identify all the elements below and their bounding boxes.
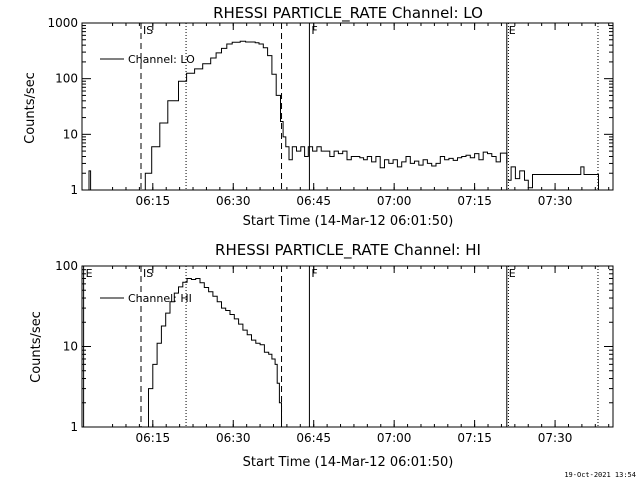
plot-frame [81,22,614,191]
y-tick-label: 1 [70,420,78,434]
x-tick-label: 06:30 [216,431,251,445]
x-tick-label: 06:45 [296,194,331,208]
event-marker-label: F [311,24,317,37]
x-axis-label: Start Time (14-Mar-12 06:01:50) [243,214,454,229]
panel-hi: RHESSI PARTICLE_RATE Channel: HI Start T… [29,241,614,470]
y-axis-label: Counts/sec [29,311,44,383]
y-tick-label: 1000 [47,16,78,30]
x-tick-label: 07:00 [377,194,412,208]
x-tick-label: 06:15 [136,194,171,208]
data-series-line [144,278,282,428]
x-axis-label: Start Time (14-Mar-12 06:01:50) [243,455,454,470]
x-tick-label: 07:15 [457,431,492,445]
panel-lo: RHESSI PARTICLE_RATE Channel: LO Start T… [23,4,614,229]
chart-title: RHESSI PARTICLE_RATE Channel: LO [213,4,483,23]
event-marker-label: E [509,24,516,37]
y-tick-label: 10 [63,127,78,141]
data-series-line [86,170,92,191]
chart-title: RHESSI PARTICLE_RATE Channel: HI [215,241,481,260]
x-tick-label: 07:00 [377,431,412,445]
y-axis-label: Counts/sec [23,72,38,144]
event-marker-label: E [509,267,516,280]
timestamp: 19-Oct-2021 13:54 [564,471,636,479]
x-tick-label: 06:15 [136,431,171,445]
y-tick-label: 100 [55,72,78,86]
x-tick-label: 07:15 [457,194,492,208]
x-tick-label: 07:30 [538,194,573,208]
x-tick-label: 06:45 [296,431,331,445]
legend-label: Channel: LO [128,53,195,66]
legend-label: Channel: HI [128,292,192,305]
y-tick-label: 1 [70,183,78,197]
x-tick-label: 06:30 [216,194,251,208]
data-series-line [507,166,599,190]
event-marker-label: IS [143,267,153,280]
data-series-line [141,40,508,191]
y-tick-label: 100 [55,259,78,273]
x-tick-label: 07:30 [538,431,573,445]
event-marker-label: F [311,267,317,280]
y-tick-label: 10 [63,340,78,354]
event-marker-label: IS [143,24,153,37]
event-marker-label: E [86,267,93,280]
